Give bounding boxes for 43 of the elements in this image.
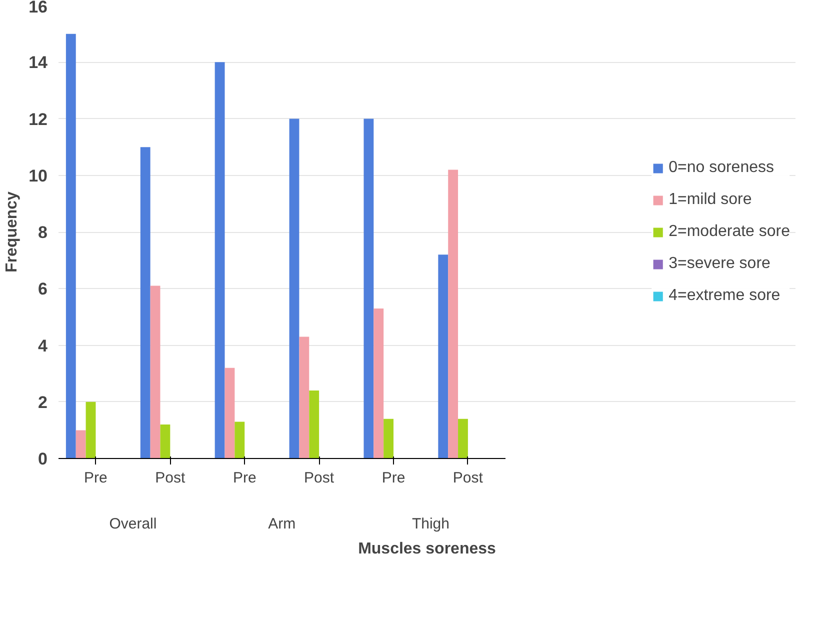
legend-label: 4=extreme sore	[668, 286, 780, 304]
y-tick-label: 10	[28, 166, 48, 186]
x-tick-label: Post	[452, 470, 484, 486]
y-tick-label: 2	[38, 392, 48, 412]
y-tick-label: 4	[38, 336, 48, 356]
bar	[86, 402, 96, 458]
bar	[160, 424, 170, 458]
legend-label: 0=no soreness	[668, 158, 774, 176]
text: Overall	[109, 516, 157, 532]
bar	[66, 34, 76, 458]
bar	[299, 336, 310, 458]
bar	[438, 254, 448, 458]
bar	[384, 418, 394, 458]
y-tick-label: 8	[38, 223, 48, 242]
bar	[289, 118, 300, 458]
bar	[150, 286, 160, 458]
text: Arm	[268, 516, 296, 532]
x-tick-label: Post	[155, 470, 186, 486]
text: Thigh	[412, 516, 450, 532]
y-tick-label: 12	[28, 110, 48, 129]
x-tick-label: Pre	[382, 470, 406, 486]
legend-label: 2=moderate sore	[668, 222, 790, 240]
y-axis-title: Frequency	[4, 191, 21, 272]
y-tick-label: 14	[28, 53, 48, 72]
bar	[76, 430, 86, 458]
x-tick-label: Post	[304, 470, 335, 486]
legend-label: 1=mild sore	[668, 190, 752, 208]
bar	[234, 422, 245, 458]
y-tick-label: 16	[28, 0, 48, 16]
bar	[140, 147, 150, 458]
legend-label: 3=severe sore	[668, 254, 770, 272]
bar	[224, 368, 235, 458]
y-tick-label: 6	[38, 280, 48, 299]
x-tick-label: Pre	[84, 470, 108, 486]
bar	[448, 170, 458, 458]
bar	[374, 308, 384, 458]
bar	[364, 118, 374, 458]
x-tick-label: Pre	[232, 470, 256, 486]
bar	[458, 418, 468, 458]
bar	[214, 62, 225, 458]
x-axis-title: Muscles soreness	[358, 540, 496, 558]
bar	[309, 390, 320, 458]
y-tick-label: 0	[38, 450, 48, 468]
